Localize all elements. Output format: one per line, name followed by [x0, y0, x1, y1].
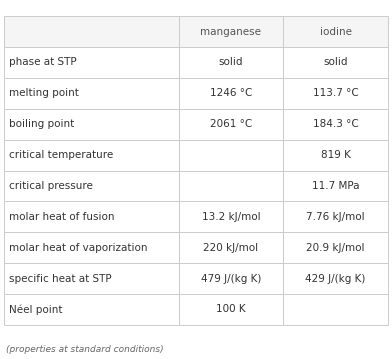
- Text: 2061 °C: 2061 °C: [210, 119, 252, 129]
- Bar: [4, 201, 179, 232]
- Bar: [179, 47, 283, 78]
- Text: iodine: iodine: [319, 27, 352, 37]
- Bar: [179, 294, 283, 325]
- Bar: [4, 16, 179, 47]
- Bar: [283, 140, 388, 171]
- Text: critical pressure: critical pressure: [9, 181, 93, 191]
- Bar: [283, 78, 388, 109]
- Bar: [283, 232, 388, 263]
- Bar: [179, 201, 283, 232]
- Bar: [179, 171, 283, 201]
- Text: 819 K: 819 K: [321, 150, 350, 160]
- Text: critical temperature: critical temperature: [9, 150, 113, 160]
- Text: 220 kJ/mol: 220 kJ/mol: [203, 243, 258, 253]
- Bar: [283, 171, 388, 201]
- Bar: [283, 16, 388, 47]
- Text: molar heat of fusion: molar heat of fusion: [9, 212, 114, 222]
- Text: (properties at standard conditions): (properties at standard conditions): [6, 345, 163, 354]
- Bar: [4, 140, 179, 171]
- Text: melting point: melting point: [9, 88, 78, 98]
- Bar: [4, 171, 179, 201]
- Text: 13.2 kJ/mol: 13.2 kJ/mol: [201, 212, 260, 222]
- Text: 429 J/(kg K): 429 J/(kg K): [305, 274, 366, 284]
- Text: specific heat at STP: specific heat at STP: [9, 274, 111, 284]
- Text: solid: solid: [323, 57, 348, 67]
- Bar: [283, 294, 388, 325]
- Bar: [179, 16, 283, 47]
- Bar: [4, 109, 179, 140]
- Text: boiling point: boiling point: [9, 119, 74, 129]
- Text: 20.9 kJ/mol: 20.9 kJ/mol: [307, 243, 365, 253]
- Bar: [179, 78, 283, 109]
- Bar: [4, 263, 179, 294]
- Bar: [4, 78, 179, 109]
- Bar: [283, 47, 388, 78]
- Text: 1246 °C: 1246 °C: [210, 88, 252, 98]
- Text: 479 J/(kg K): 479 J/(kg K): [201, 274, 261, 284]
- Bar: [283, 263, 388, 294]
- Bar: [179, 140, 283, 171]
- Bar: [179, 263, 283, 294]
- Bar: [283, 201, 388, 232]
- Text: molar heat of vaporization: molar heat of vaporization: [9, 243, 147, 253]
- Bar: [179, 232, 283, 263]
- Bar: [4, 232, 179, 263]
- Text: solid: solid: [219, 57, 243, 67]
- Text: phase at STP: phase at STP: [9, 57, 76, 67]
- Text: 184.3 °C: 184.3 °C: [313, 119, 359, 129]
- Bar: [283, 109, 388, 140]
- Text: manganese: manganese: [200, 27, 261, 37]
- Text: 100 K: 100 K: [216, 304, 246, 314]
- Bar: [4, 47, 179, 78]
- Text: 7.76 kJ/mol: 7.76 kJ/mol: [306, 212, 365, 222]
- Bar: [4, 294, 179, 325]
- Text: 113.7 °C: 113.7 °C: [313, 88, 359, 98]
- Bar: [179, 109, 283, 140]
- Text: 11.7 MPa: 11.7 MPa: [312, 181, 359, 191]
- Text: Néel point: Néel point: [9, 304, 62, 315]
